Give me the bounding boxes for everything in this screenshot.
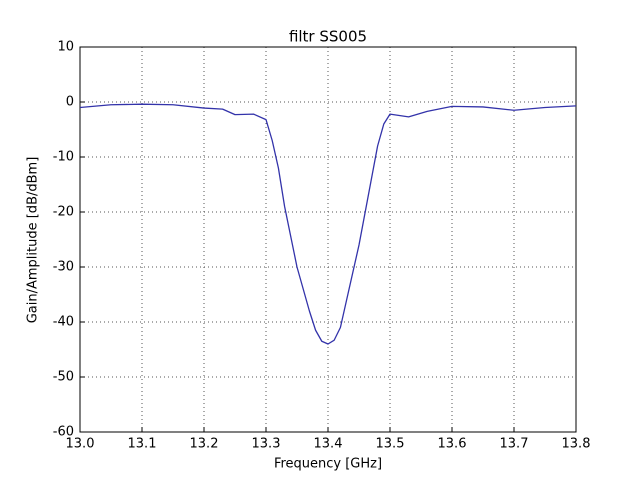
x-tick-label: 13.1 bbox=[128, 437, 157, 452]
x-axis-label: Frequency [GHz] bbox=[274, 457, 382, 472]
x-tick-label: 13.6 bbox=[438, 437, 467, 452]
y-tick-label: -30 bbox=[53, 260, 74, 275]
y-tick-label: -50 bbox=[53, 370, 74, 385]
y-tick-label: -20 bbox=[53, 205, 74, 220]
y-tick-label: 10 bbox=[57, 40, 74, 55]
x-tick-label: 13.5 bbox=[376, 437, 405, 452]
plot-frame bbox=[79, 46, 577, 433]
chart-title: filtr SS005 bbox=[289, 28, 367, 46]
y-tick-label: 0 bbox=[66, 95, 74, 110]
x-tick-label: 13.4 bbox=[314, 437, 343, 452]
y-tick-label: -40 bbox=[53, 315, 74, 330]
y-axis-label: Gain/Amplitude [dB/dBm] bbox=[26, 157, 41, 324]
y-tick-label: -60 bbox=[53, 425, 74, 440]
x-tick-label: 13.8 bbox=[562, 437, 591, 452]
x-tick-label: 13.0 bbox=[66, 437, 95, 452]
x-tick-label: 13.7 bbox=[500, 437, 529, 452]
x-tick-label: 13.3 bbox=[252, 437, 281, 452]
y-tick-label: -10 bbox=[53, 150, 74, 165]
x-tick-label: 13.2 bbox=[190, 437, 219, 452]
data-line bbox=[79, 103, 577, 345]
